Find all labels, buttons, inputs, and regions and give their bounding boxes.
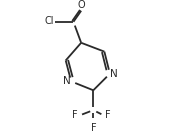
Text: F: F — [72, 110, 78, 120]
Text: F: F — [105, 110, 111, 120]
Text: Cl: Cl — [44, 16, 54, 26]
Text: N: N — [63, 76, 71, 86]
Text: N: N — [111, 69, 118, 79]
Text: O: O — [77, 0, 85, 10]
Text: F: F — [91, 123, 96, 133]
